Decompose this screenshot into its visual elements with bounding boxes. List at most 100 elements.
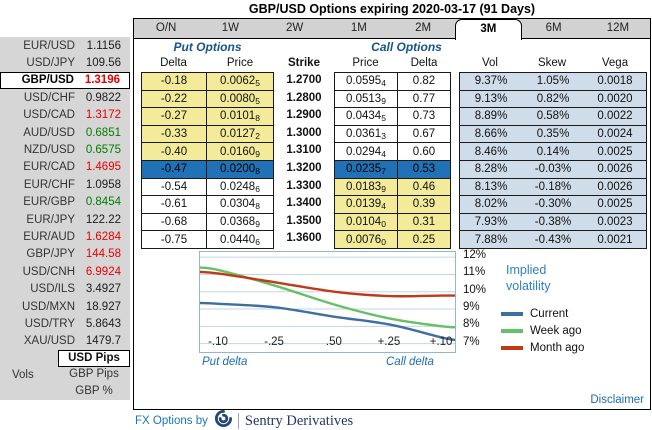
tab-on[interactable]: O/N	[155, 22, 177, 34]
skew-value: 0.35%	[536, 128, 570, 141]
vega-value: 0.0026	[597, 180, 633, 193]
currency-pair-sidebar: EUR/USD 1.1156 USD/JPY 109.56 GBP/USD 1.3196 U…	[0, 37, 130, 400]
sidebar-pair-usd-jpy[interactable]: USD/JPY 109.56	[0, 54, 130, 71]
sidebar-pair-usd-ils[interactable]: USD/ILS 3.4927	[0, 280, 130, 297]
sidebar-pair-aud-usd[interactable]: AUD/USD 0.6851	[0, 124, 130, 141]
call-option-row[interactable]: 0.05139 0.77	[334, 89, 451, 109]
put-option-row[interactable]: -0.61 0.03048	[141, 195, 274, 214]
volatility-smile-plot	[199, 251, 456, 353]
pair-value: 3.4927	[85, 283, 121, 296]
legend-label: Week ago	[530, 325, 582, 337]
pair-label: XAU/USD	[23, 335, 75, 348]
vol-skew-vega-table: 9.37% 1.05% 0.0018 9.13% 0.82% 0.0020 8.89% 0.5…	[459, 72, 647, 249]
sidebar-pair-usd-cad[interactable]: USD/CAD 1.3172	[0, 107, 130, 124]
tab-12m[interactable]: 12M	[606, 22, 630, 34]
col-header-call-price: Price	[352, 57, 379, 69]
tab-2w[interactable]: 2W	[286, 22, 304, 34]
tab-3m[interactable]: 3M	[455, 19, 522, 40]
price-cell: 0.02944	[334, 142, 398, 161]
delta-cell: 0.82	[397, 72, 451, 91]
call-option-row[interactable]: 0.01040 0.31	[334, 212, 451, 232]
pair-value: 6.9924	[85, 265, 121, 278]
vega-value: 0.0025	[597, 198, 633, 211]
tab-1w[interactable]: 1W	[221, 22, 239, 34]
sidebar-pair-eur-cad[interactable]: EUR/CAD 1.4695	[0, 159, 130, 176]
analytics-row: 9.13% 0.82% 0.0020	[459, 89, 647, 109]
pair-label: EUR/CAD	[23, 161, 75, 174]
put-option-row[interactable]: -0.40 0.01609	[141, 142, 274, 161]
sidebar-pair-gbp-jpy[interactable]: GBP/JPY 144.58	[0, 246, 130, 263]
put-option-row[interactable]: -0.68 0.03689	[141, 212, 274, 232]
call-option-row[interactable]: 0.04345 0.73	[334, 107, 451, 126]
pair-label: EUR/AUD	[23, 230, 75, 243]
analytics-row: 8.89% 0.58% 0.0022	[459, 107, 647, 126]
call-option-row[interactable]: 0.02357 0.53	[334, 159, 451, 179]
sidebar-pair-usd-mxn[interactable]: USD/MXN 18.927	[0, 298, 130, 315]
sidebar-pair-eur-usd[interactable]: EUR/USD 1.1156	[0, 37, 130, 54]
sidebar-pair-xau-usd[interactable]: XAU/USD 1479.7	[0, 333, 130, 350]
col-header-call-delta: Delta	[410, 57, 438, 69]
price-cell: 0.02486	[206, 177, 274, 197]
put-option-row[interactable]: -0.54 0.02486	[141, 177, 274, 197]
disclaimer-link[interactable]: Disclaimer	[590, 394, 644, 406]
options-panel: O/N 1W 2W 1M 2M 3M 6M 12M Put Options Call Opti…	[133, 18, 651, 410]
put-option-row[interactable]: -0.18 0.00625	[141, 72, 274, 91]
call-option-row[interactable]: 0.05954 0.82	[334, 72, 451, 91]
col-header-skew: Skew	[537, 57, 567, 69]
sidebar-pair-usd-chf[interactable]: USD/CHF 0.9822	[0, 89, 130, 106]
price-cell: 0.03689	[206, 212, 274, 232]
sidebar-pair-usd-try[interactable]: USD/TRY 5.8643	[0, 315, 130, 332]
put-option-row[interactable]: -0.22 0.00805	[141, 89, 274, 109]
put-option-row[interactable]: -0.47 0.02008	[141, 159, 274, 179]
sidebar-pair-gbp-usd[interactable]: GBP/USD 1.3196	[0, 71, 130, 90]
call-option-row[interactable]: 0.02944 0.60	[334, 142, 451, 161]
pair-value: 1.1156	[86, 39, 121, 52]
pair-value: 0.8454	[85, 196, 121, 209]
sidebar-pair-nzd-usd[interactable]: NZD/USD 0.6575	[0, 141, 130, 158]
sentry-logo-icon[interactable]	[214, 409, 233, 430]
price-cell: 0.04406	[206, 230, 274, 249]
call-option-row[interactable]: 0.03613 0.67	[334, 124, 451, 144]
delta-cell: 0.46	[397, 177, 451, 197]
y-tick-label: 7%	[463, 335, 480, 348]
price-cell: 0.01040	[334, 212, 398, 232]
call-option-row[interactable]: 0.00760 0.25	[334, 230, 451, 249]
strike-cell: 1.2700	[286, 74, 322, 86]
sidebar-pair-eur-gbp[interactable]: EUR/GBP 0.8454	[0, 194, 130, 211]
call-delta-axis-label: Call delta	[386, 356, 434, 368]
call-option-row[interactable]: 0.01839 0.46	[334, 177, 451, 197]
pair-label: NZD/USD	[23, 144, 75, 157]
price-cell: 0.04345	[334, 107, 398, 126]
pair-label: USD/CHF	[23, 91, 75, 104]
delta-cell: -0.54	[141, 177, 207, 197]
pair-label: USD/ILS	[30, 283, 75, 296]
strike-cell: 1.3300	[286, 179, 322, 192]
call-option-row[interactable]: 0.01394 0.39	[334, 195, 451, 214]
pips-option-gbppips[interactable]: GBP Pips	[69, 368, 119, 380]
tab-6m[interactable]: 6M	[545, 22, 562, 34]
put-option-row[interactable]: -0.33 0.01272	[141, 124, 274, 144]
put-option-row[interactable]: -0.27 0.01018	[141, 107, 274, 126]
price-cell: 0.00625	[206, 72, 274, 91]
pair-label: AUD/USD	[23, 126, 75, 139]
pips-option-usdpips[interactable]: USD Pips	[58, 350, 130, 367]
sidebar-pair-eur-jpy[interactable]: EUR/JPY 122.22	[0, 211, 130, 228]
legend-label: Month ago	[530, 342, 585, 354]
tab-2m[interactable]: 2M	[415, 22, 432, 34]
vega-value: 0.0020	[597, 92, 633, 105]
tab-1m[interactable]: 1M	[350, 22, 367, 34]
implied-volatility-chart: -.10 -.25 .50 +.25 +.10	[199, 251, 456, 353]
put-option-row[interactable]: -0.75 0.04406	[141, 230, 274, 249]
sidebar-pair-eur-chf[interactable]: EUR/CHF 1.0958	[0, 176, 130, 193]
strike-cell: 1.3600	[286, 232, 322, 245]
delta-cell: 0.39	[397, 195, 451, 214]
strike-cell: 1.3200	[286, 161, 322, 174]
sidebar-pair-usd-cnh[interactable]: USD/CNH 6.9924	[0, 263, 130, 280]
price-cell: 0.00760	[334, 230, 398, 249]
price-cell: 0.02008	[206, 159, 274, 179]
pair-value: 18.927	[85, 300, 121, 313]
footer-brand-link[interactable]: Sentry Derivatives	[244, 412, 354, 429]
price-cell: 0.02357	[334, 159, 398, 179]
sidebar-pair-eur-aud[interactable]: EUR/AUD 1.6284	[0, 228, 130, 245]
pips-option-gbp[interactable]: GBP %	[75, 385, 113, 397]
